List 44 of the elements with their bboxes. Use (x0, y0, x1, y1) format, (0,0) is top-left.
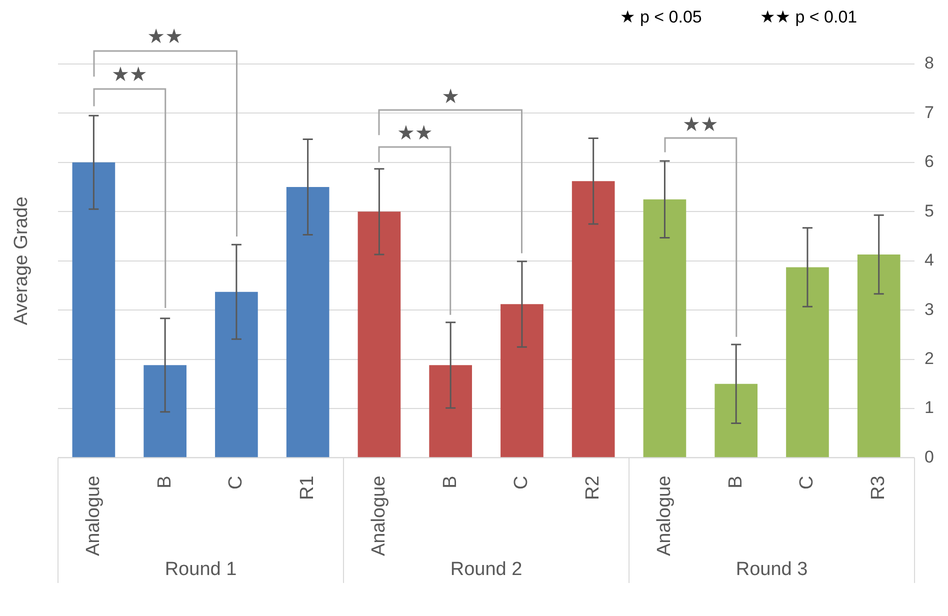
y-tick-label: 7 (924, 102, 934, 122)
bar (286, 187, 330, 458)
text: ★★ (147, 26, 183, 48)
bar (429, 365, 472, 458)
y-axis-title: Average Grade (11, 196, 32, 326)
x-tick-label: C (511, 476, 532, 490)
annotation: ★★ (111, 64, 148, 86)
y-tick-label: 1 (924, 398, 934, 418)
x-tick-label: R2 (582, 476, 604, 500)
x-tick-label: C (226, 476, 247, 490)
y-tick-label: 8 (924, 54, 934, 73)
x-tick-label: Analogue (82, 476, 104, 556)
bar (572, 181, 615, 458)
text: ★★ p < 0.01 (760, 8, 858, 27)
x-tick-label: R3 (868, 476, 890, 500)
x-tick-label: B (440, 476, 461, 488)
y-tick-label: 3 (924, 300, 934, 319)
bar (857, 254, 900, 458)
bar (358, 212, 401, 458)
bar (215, 292, 258, 458)
y-tick-label: 6 (924, 152, 934, 172)
text: ★ p < 0.05 (620, 8, 702, 27)
x-tick-label: B (725, 476, 746, 488)
bar (714, 384, 758, 458)
annotation: ★★ (682, 114, 718, 136)
y-tick-label: 2 (924, 348, 934, 368)
bar (72, 162, 116, 458)
text: Round 1 (164, 559, 237, 580)
text: Round 2 (450, 559, 522, 580)
x-tick-label: R1 (297, 476, 318, 500)
x-tick-label: B (154, 476, 176, 488)
x-tick-label: C (796, 476, 818, 490)
y-tick-label: 4 (924, 250, 934, 270)
bar (500, 304, 544, 458)
x-tick-label: Analogue (654, 476, 675, 556)
bar (786, 267, 829, 458)
text: Round 3 (736, 559, 808, 580)
annotation: ★★ (396, 122, 433, 145)
bar (144, 365, 186, 458)
y-tick-label: 0 (924, 447, 934, 466)
x-tick-label: Analogue (368, 476, 390, 556)
bar (643, 199, 686, 458)
y-tick-label: 5 (924, 201, 934, 220)
annotation: ★ (442, 86, 460, 108)
